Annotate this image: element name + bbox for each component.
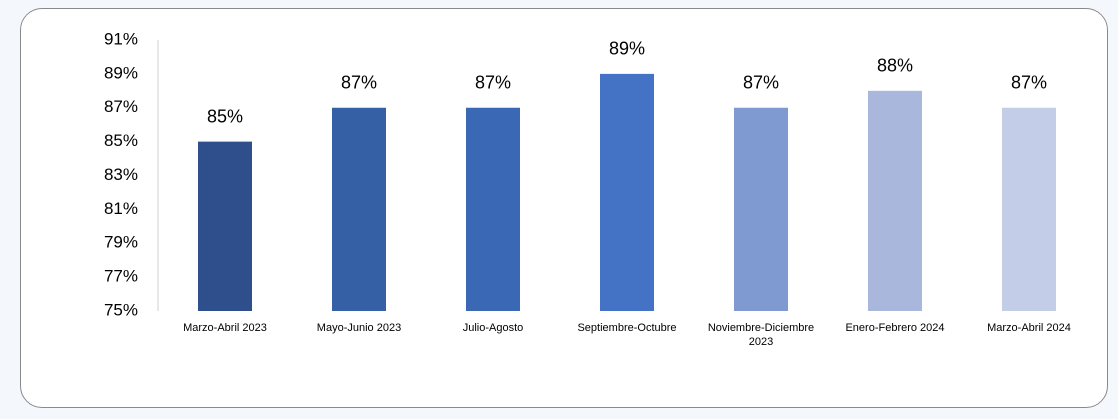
y-tick-label: 87% bbox=[104, 97, 138, 116]
bar bbox=[332, 107, 386, 311]
y-tick-label: 83% bbox=[104, 165, 138, 184]
data-label: 88% bbox=[877, 56, 913, 76]
x-tick-label: Septiembre-Octubre bbox=[577, 322, 677, 334]
x-tick-label: Marzo-Abril 2023 bbox=[183, 322, 267, 334]
x-tick-label: Enero-Febrero 2024 bbox=[845, 322, 945, 334]
data-label: 87% bbox=[743, 73, 779, 93]
data-label: 87% bbox=[475, 73, 511, 93]
x-tick-label: Noviembre-Diciembre 2023 bbox=[707, 322, 815, 348]
bar bbox=[734, 107, 788, 311]
bar bbox=[868, 90, 922, 311]
x-tick-label: Julio-Agosto bbox=[462, 322, 524, 334]
x-tick-label: Mayo-Junio 2023 bbox=[316, 322, 402, 334]
bar bbox=[600, 73, 654, 311]
data-label: 87% bbox=[341, 73, 377, 93]
y-tick-label: 85% bbox=[104, 131, 138, 150]
data-label: 85% bbox=[207, 106, 243, 126]
bar bbox=[198, 141, 252, 311]
bar bbox=[466, 107, 520, 311]
y-tick-label: 89% bbox=[104, 63, 138, 82]
data-label: 89% bbox=[609, 39, 645, 59]
y-tick-label: 79% bbox=[104, 233, 138, 252]
bar bbox=[1002, 107, 1056, 311]
data-label: 87% bbox=[1011, 73, 1047, 93]
y-tick-label: 77% bbox=[104, 267, 138, 286]
y-tick-label: 75% bbox=[104, 300, 138, 319]
y-tick-label: 81% bbox=[104, 199, 138, 218]
y-tick-label: 91% bbox=[104, 29, 138, 48]
x-tick-label: Marzo-Abril 2024 bbox=[987, 322, 1071, 334]
